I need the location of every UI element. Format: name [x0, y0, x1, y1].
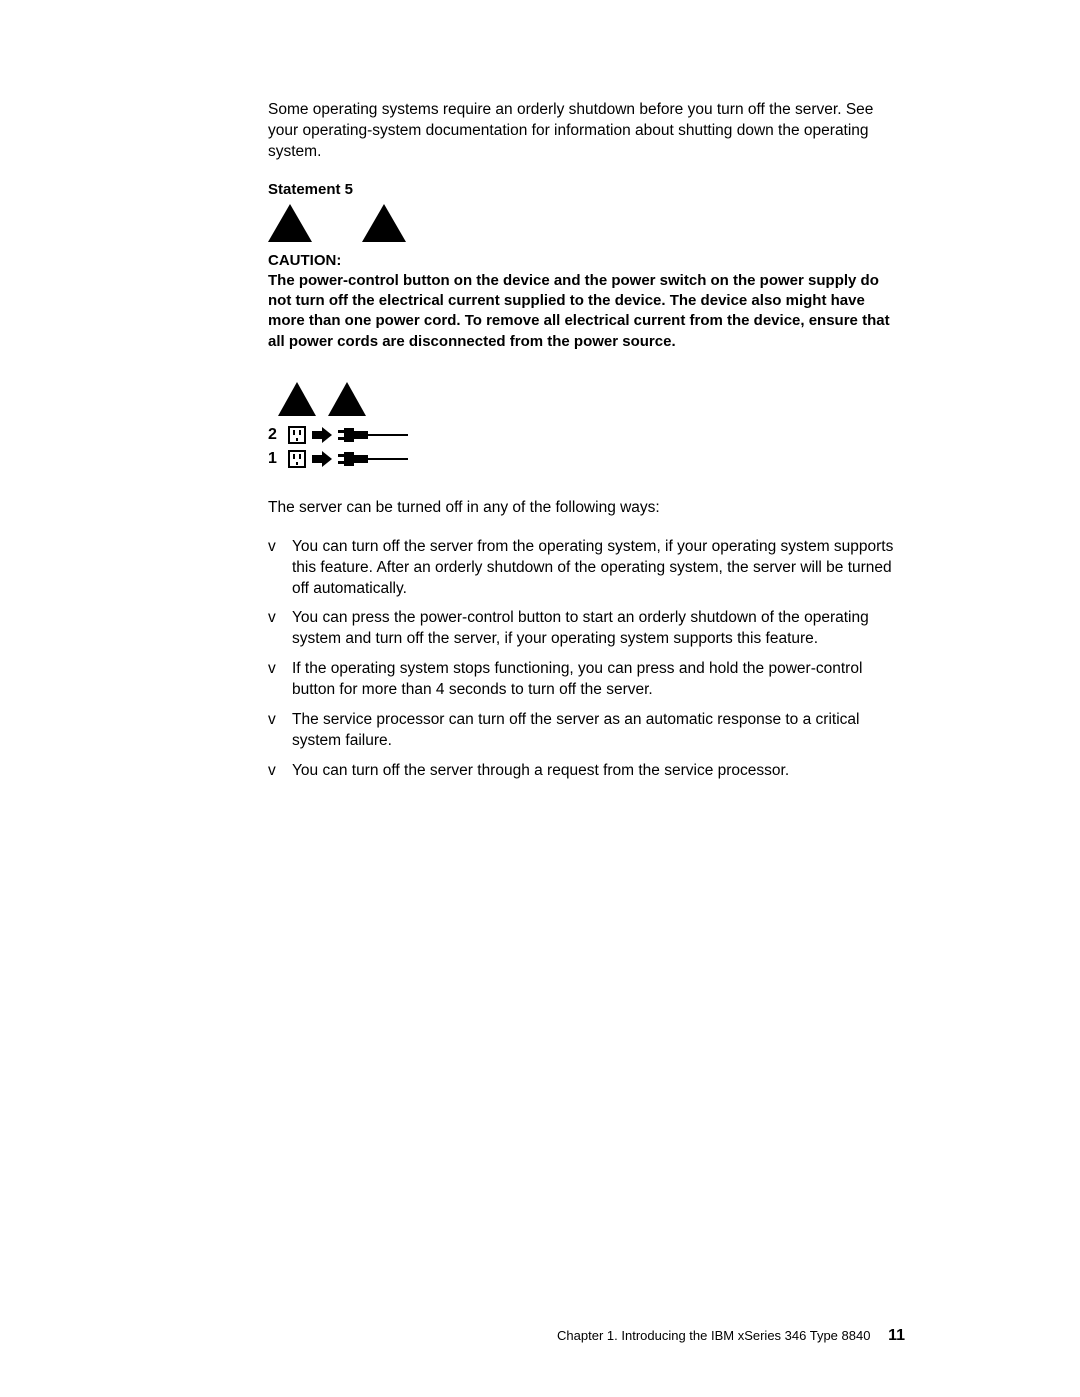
power-plug-icon — [338, 451, 408, 467]
list-item: v You can press the power-control button… — [268, 608, 905, 650]
warning-triangle-icon — [362, 204, 406, 242]
bullet-text: If the operating system stops functionin… — [292, 659, 905, 701]
bullet-marker: v — [268, 537, 292, 600]
footer-chapter-text: Chapter 1. Introducing the IBM xSeries 3… — [557, 1328, 870, 1343]
page-footer: Chapter 1. Introducing the IBM xSeries 3… — [557, 1327, 905, 1345]
power-plug-icon — [338, 427, 408, 443]
diagram-row-number: 1 — [268, 450, 282, 468]
caution-label: CAUTION: — [268, 252, 905, 269]
list-item: v The service processor can turn off the… — [268, 710, 905, 752]
bullet-marker: v — [268, 659, 292, 701]
outlet-icon — [288, 450, 306, 468]
diagram-row-number: 2 — [268, 426, 282, 444]
diagram-triangle-row — [268, 382, 905, 416]
manual-page: Some operating systems require an orderl… — [0, 0, 1080, 1397]
diagram-row-1: 1 — [268, 450, 905, 468]
bullet-marker: v — [268, 608, 292, 650]
warning-triangle-icon — [268, 204, 312, 242]
power-cord-diagram: 2 1 — [268, 382, 905, 468]
warning-triangle-row — [268, 204, 905, 242]
caution-body: The power-control button on the device a… — [268, 271, 905, 352]
list-item: v If the operating system stops function… — [268, 659, 905, 701]
bullet-text: The service processor can turn off the s… — [292, 710, 905, 752]
list-item: v You can turn off the server through a … — [268, 761, 905, 782]
bullet-list: v You can turn off the server from the o… — [268, 537, 905, 782]
warning-triangle-icon — [328, 382, 366, 416]
page-number: 11 — [888, 1327, 905, 1344]
intro-paragraph: Some operating systems require an orderl… — [268, 100, 905, 163]
bullet-marker: v — [268, 761, 292, 782]
diagram-row-2: 2 — [268, 426, 905, 444]
statement-label: Statement 5 — [268, 181, 905, 198]
list-item: v You can turn off the server from the o… — [268, 537, 905, 600]
arrow-right-icon — [312, 451, 332, 467]
warning-triangle-icon — [278, 382, 316, 416]
arrow-right-icon — [312, 427, 332, 443]
outlet-icon — [288, 426, 306, 444]
bullet-marker: v — [268, 710, 292, 752]
ways-intro: The server can be turned off in any of t… — [268, 498, 905, 519]
bullet-text: You can press the power-control button t… — [292, 608, 905, 650]
bullet-text: You can turn off the server from the ope… — [292, 537, 905, 600]
bullet-text: You can turn off the server through a re… — [292, 761, 905, 782]
